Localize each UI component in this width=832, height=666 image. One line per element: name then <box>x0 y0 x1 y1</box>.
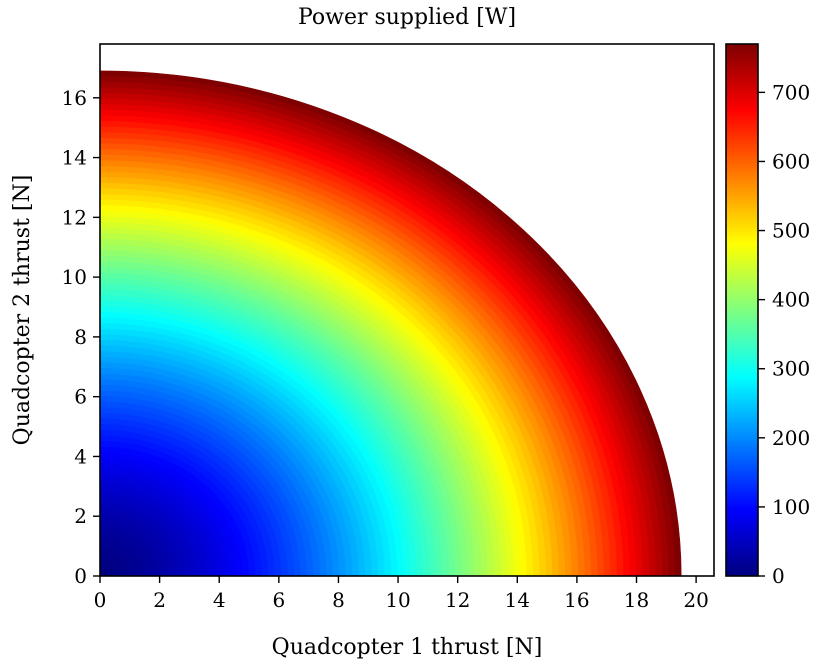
x-tick-label: 6 <box>272 588 285 612</box>
chart-title: Power supplied [W] <box>298 5 516 30</box>
colorbar-tick-label: 100 <box>772 495 810 519</box>
colorbar-tick-label: 500 <box>772 219 810 243</box>
colorbar-tick-label: 600 <box>772 149 810 173</box>
y-tick-label: 2 <box>74 504 87 528</box>
x-tick-label: 14 <box>505 588 530 612</box>
x-axis: 0 2 4 6 8 10 12 14 16 18 20 <box>94 576 709 612</box>
x-tick-label: 12 <box>445 588 470 612</box>
x-tick-label: 8 <box>332 588 345 612</box>
y-tick-label: 10 <box>62 265 87 289</box>
y-tick-label: 4 <box>74 444 87 468</box>
y-tick-label: 0 <box>74 564 87 588</box>
colorbar-tick-label: 700 <box>772 80 810 104</box>
y-tick-label: 16 <box>62 86 87 110</box>
x-tick-label: 18 <box>624 588 649 612</box>
y-axis-label: Quadcopter 2 thrust [N] <box>10 175 35 446</box>
heatmap-area <box>100 70 682 576</box>
y-tick-label: 14 <box>62 146 87 170</box>
x-tick-label: 20 <box>683 588 708 612</box>
colorbar-frame <box>725 43 759 577</box>
x-tick-label: 0 <box>94 588 107 612</box>
plot-frame <box>99 43 715 577</box>
colorbar-tick-label: 200 <box>772 426 810 450</box>
colorbar-tick-label: 400 <box>772 288 810 312</box>
y-tick-label: 8 <box>74 325 87 349</box>
y-axis: 0 2 4 6 8 10 12 14 16 <box>62 86 100 588</box>
x-tick-label: 4 <box>213 588 226 612</box>
x-tick-label: 16 <box>564 588 589 612</box>
y-tick-label: 12 <box>62 205 87 229</box>
x-tick-label: 10 <box>385 588 410 612</box>
x-axis-label: Quadcopter 1 thrust [N] <box>272 635 543 660</box>
colorbar <box>726 44 758 576</box>
colorbar-tick-label: 300 <box>772 357 810 381</box>
x-tick-label: 2 <box>153 588 166 612</box>
colorbar-axis: 0 100 200 300 400 500 600 700 <box>758 80 810 588</box>
y-tick-label: 6 <box>74 385 87 409</box>
colorbar-tick-label: 0 <box>772 564 785 588</box>
